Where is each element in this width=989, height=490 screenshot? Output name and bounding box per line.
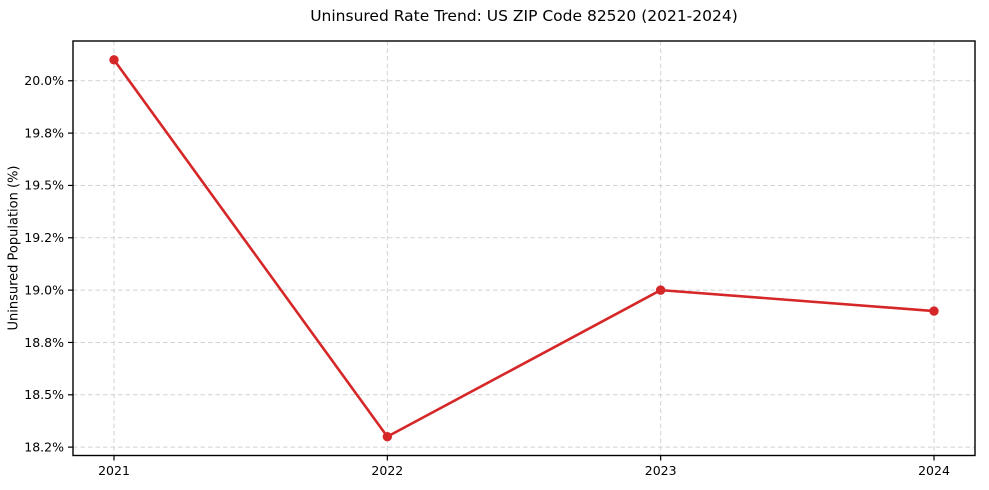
data-point-marker <box>929 306 939 316</box>
y-tick-label: 18.2% <box>24 439 64 454</box>
y-tick-label: 20.0% <box>24 73 64 88</box>
y-tick-label: 19.5% <box>24 178 64 193</box>
x-tick-label: 2022 <box>371 463 403 478</box>
y-tick-label: 18.5% <box>24 387 64 402</box>
y-tick-label: 19.0% <box>24 282 64 297</box>
y-tick-label: 19.8% <box>24 125 64 140</box>
y-tick-label: 19.2% <box>24 230 64 245</box>
y-tick-label: 18.8% <box>24 335 64 350</box>
x-axis: 2021 2022 2023 2024 <box>98 455 950 478</box>
data-point-marker <box>655 285 666 295</box>
y-axis: 18.2% 18.5% 18.8% 19.0% 19.2% 19.5% 19.8% 20.0% <box>24 73 73 454</box>
data-point-marker <box>382 431 393 442</box>
plot-border <box>72 40 976 457</box>
x-tick-label: 2023 <box>645 463 677 478</box>
series-uninsured-rate <box>109 55 939 442</box>
chart-title: Uninsured Rate Trend: US ZIP Code 82520 … <box>310 7 738 25</box>
trend-line <box>112 58 936 438</box>
x-tick-label: 2024 <box>918 463 950 478</box>
x-tick-label: 2021 <box>98 463 130 478</box>
gridlines <box>73 41 975 456</box>
data-point-marker <box>109 55 119 65</box>
